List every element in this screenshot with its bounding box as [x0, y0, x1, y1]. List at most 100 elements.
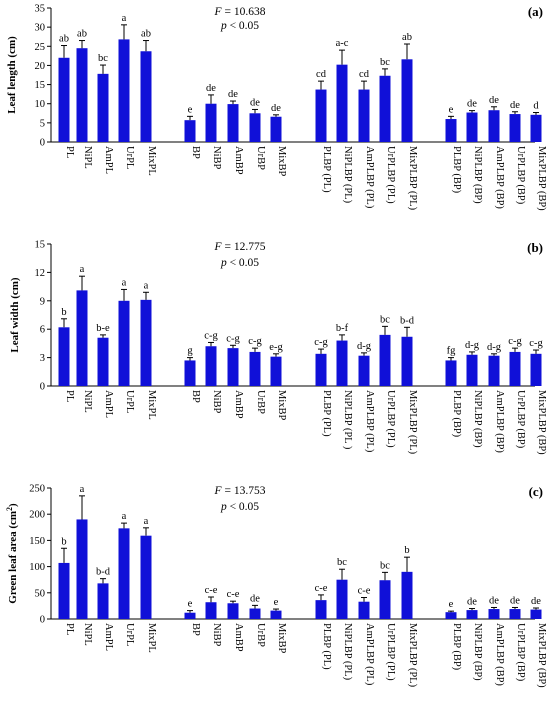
bar: [270, 610, 282, 619]
bar: [249, 351, 261, 386]
y-tick-label: 35: [35, 4, 46, 15]
bar: [401, 336, 413, 386]
y-tick-label: 12: [35, 268, 46, 279]
significance-letter: c-e: [205, 585, 218, 596]
category-label: MixPLBP (BP): [536, 146, 547, 211]
significance-letter: a-c: [336, 38, 349, 49]
bar: [358, 601, 370, 619]
category-label: AmBP: [233, 623, 244, 652]
y-tick-label: 25: [35, 42, 46, 53]
category-label: MixBP: [276, 146, 287, 177]
significance-letter: c-e: [315, 583, 328, 594]
significance-letter: bc: [337, 557, 347, 568]
bar: [445, 612, 457, 619]
significance-letter: de: [467, 597, 477, 608]
p-value: p < 0.05: [220, 257, 259, 269]
category-label: UrPL: [124, 390, 135, 413]
bar: [58, 327, 70, 386]
y-tick-label: 200: [29, 510, 45, 521]
y-tick-label: 100: [29, 562, 45, 573]
bar: [205, 346, 217, 386]
f-statistic: F = 12.775: [214, 241, 266, 253]
bar: [76, 48, 88, 143]
category-label: UrBP: [255, 623, 266, 647]
y-tick-label: 5: [40, 118, 45, 129]
category-label: UrBP: [255, 390, 266, 414]
category-label: AmPLBP (PL): [364, 623, 375, 686]
panel-c: 0 50 100 150 200 250 Green leaf area (cm2) F = …: [5, 484, 548, 689]
bar: [488, 110, 500, 142]
significance-letter: e: [274, 597, 279, 608]
category-label: PLBP (PL): [321, 146, 332, 193]
category-label: PLBP (BP): [451, 623, 462, 671]
significance-letter: a: [144, 516, 149, 527]
bar: [76, 290, 88, 386]
category-label: BP: [190, 623, 201, 636]
bar: [184, 120, 196, 142]
category-label: NiBP: [211, 390, 222, 414]
bar: [249, 608, 261, 619]
significance-letter: de: [489, 95, 499, 106]
bar: [466, 354, 478, 386]
significance-letter: c-g: [314, 337, 328, 348]
significance-letter: ab: [402, 32, 412, 43]
significance-letter: de: [271, 103, 281, 114]
bar: [76, 519, 88, 619]
significance-letter: d-g: [487, 342, 502, 353]
bar: [379, 75, 391, 142]
y-tick-label: 50: [35, 588, 46, 599]
category-label: UrPLBP (BP): [515, 390, 526, 449]
significance-letter: ab: [59, 34, 69, 45]
significance-letter: b-d: [96, 567, 111, 578]
bar: [445, 119, 457, 142]
bar: [58, 57, 70, 143]
significance-letter: b: [61, 536, 66, 547]
bar: [58, 562, 70, 619]
bar: [184, 360, 196, 386]
category-label: AmPLBP (BP): [494, 390, 505, 453]
significance-letter: c-g: [204, 330, 218, 341]
bar: [249, 113, 261, 142]
significance-letter: de: [531, 596, 541, 607]
category-label: NiPL: [82, 623, 93, 646]
significance-letter: c-g: [508, 336, 522, 347]
bar: [401, 571, 413, 619]
category-label: PL: [64, 390, 75, 402]
category-label: AmPL: [103, 623, 114, 651]
significance-letter: de: [206, 83, 216, 94]
significance-letter: a: [122, 511, 127, 522]
category-label: UrPLBP (BP): [515, 146, 526, 205]
category-label: MixPL: [146, 390, 157, 420]
y-tick-label: 250: [29, 484, 45, 495]
bar: [379, 334, 391, 386]
bar: [445, 360, 457, 386]
bar: [509, 609, 521, 619]
significance-letter: bc: [98, 53, 108, 64]
bar: [336, 64, 348, 142]
y-tick-label: 3: [40, 353, 45, 364]
significance-letter: e: [449, 599, 454, 610]
significance-letter: bc: [380, 57, 390, 68]
y-tick-label: 0: [40, 382, 45, 393]
category-label: PL: [64, 623, 75, 635]
y-tick-label: 0: [40, 615, 45, 626]
bar: [205, 602, 217, 619]
bar: [466, 112, 478, 142]
significance-letter: a: [80, 484, 85, 495]
f-statistic: F = 13.753: [214, 485, 266, 497]
bar: [358, 89, 370, 142]
significance-letter: c-e: [358, 586, 371, 597]
significance-letter: de: [510, 595, 520, 606]
bar: [270, 356, 282, 386]
significance-letter: c-g: [248, 336, 262, 347]
bar: [488, 609, 500, 619]
category-label: NiPL: [82, 390, 93, 413]
panel-b: 0 3 6 9 12 15 Leaf width (cm) F = 12.775 p < 0.0…: [9, 240, 547, 456]
category-label: UrBP: [255, 146, 266, 170]
category-label: AmPL: [103, 146, 114, 174]
category-label: PLBP (PL): [321, 390, 332, 437]
category-label: MixPLBP (PL): [407, 146, 418, 211]
significance-letter: d: [533, 101, 539, 112]
bar: [509, 114, 521, 142]
